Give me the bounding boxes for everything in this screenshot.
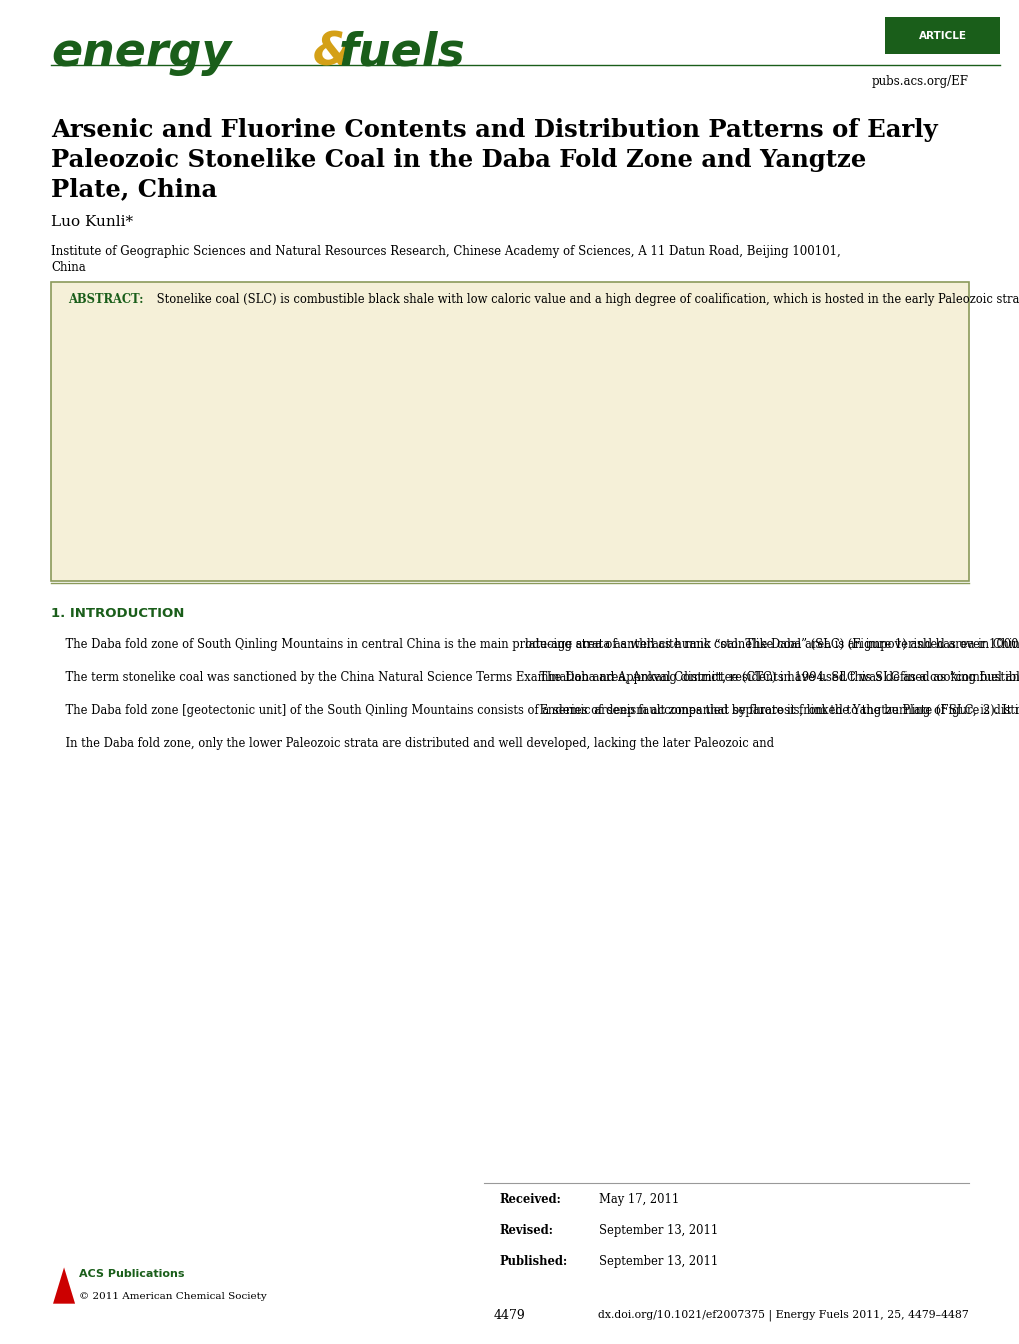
Text: Stonelike coal (SLC) is combustible black shale with low caloric value and a hig: Stonelike coal (SLC) is combustible blac… — [153, 293, 1019, 306]
Text: Institute of Geographic Sciences and Natural Resources Research, Chinese Academy: Institute of Geographic Sciences and Nat… — [51, 245, 840, 274]
Text: September 13, 2011: September 13, 2011 — [598, 1255, 717, 1269]
Text: ARTICLE: ARTICLE — [917, 31, 966, 40]
Text: pubs.acs.org/EF: pubs.acs.org/EF — [871, 75, 968, 89]
Text: The Daba fold zone of South Qinling Mountains in central China is the main produ: The Daba fold zone of South Qinling Moun… — [51, 638, 1019, 750]
Text: 1. INTRODUCTION: 1. INTRODUCTION — [51, 607, 184, 621]
Text: dx.doi.org/10.1021/ef2007375 | Energy Fuels 2011, 25, 4479–4487: dx.doi.org/10.1021/ef2007375 | Energy Fu… — [598, 1309, 968, 1321]
Text: Revised:: Revised: — [499, 1224, 553, 1238]
Text: Received:: Received: — [499, 1193, 561, 1207]
Text: ABSTRACT:: ABSTRACT: — [68, 293, 144, 306]
Text: &: & — [313, 31, 353, 75]
Polygon shape — [53, 1267, 75, 1304]
Text: May 17, 2011: May 17, 2011 — [598, 1193, 679, 1207]
Text: late-age strata as well as humic coal. The Daba area is an impoverished area in : late-age strata as well as humic coal. T… — [525, 638, 1019, 718]
Text: September 13, 2011: September 13, 2011 — [598, 1224, 717, 1238]
Text: © 2011 American Chemical Society: © 2011 American Chemical Society — [78, 1293, 266, 1301]
Text: Arsenic and Fluorine Contents and Distribution Patterns of Early
Paleozoic Stone: Arsenic and Fluorine Contents and Distri… — [51, 118, 936, 200]
Text: Published:: Published: — [499, 1255, 568, 1269]
FancyBboxPatch shape — [51, 282, 968, 581]
Text: Luo Kunli*: Luo Kunli* — [51, 215, 133, 228]
FancyBboxPatch shape — [884, 17, 999, 54]
Text: 4479: 4479 — [493, 1309, 526, 1322]
Text: ACS Publications: ACS Publications — [78, 1269, 184, 1279]
Text: fuels: fuels — [338, 31, 465, 75]
Text: energy: energy — [51, 31, 231, 75]
